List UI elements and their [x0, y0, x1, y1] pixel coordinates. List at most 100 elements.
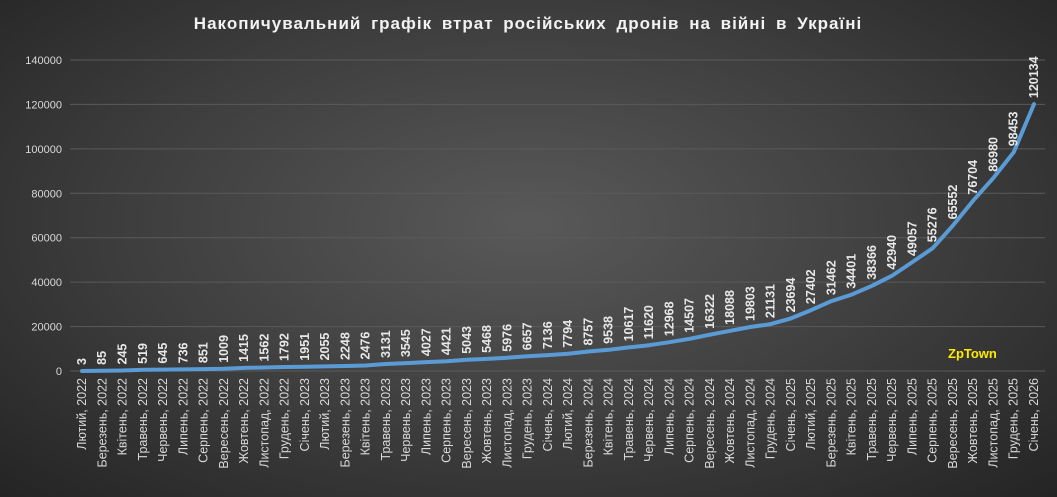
x-tick-label: Листопад, 2024: [743, 378, 757, 468]
data-label: 1415: [237, 334, 251, 362]
x-tick-label: Жовтень, 2023: [480, 378, 494, 463]
x-tick-label: Липень, 2022: [176, 378, 190, 455]
data-label: 38366: [865, 245, 879, 280]
x-tick-label: Грудень, 2023: [521, 378, 535, 459]
x-tick-label: Травень, 2023: [379, 378, 393, 461]
data-label: 3545: [399, 329, 413, 357]
x-tick-label: Серпень, 2024: [683, 378, 697, 463]
data-label: 9538: [602, 316, 616, 344]
data-label: 1562: [257, 334, 271, 362]
x-tick-label: Березень, 2022: [95, 378, 109, 468]
x-tick-label: Вересень, 2023: [460, 378, 474, 469]
y-tick-label: 140000: [25, 55, 62, 67]
data-label: 65552: [946, 185, 960, 220]
data-label: 14507: [683, 298, 697, 333]
y-tick-label: 40000: [31, 277, 62, 289]
data-label: 86980: [986, 137, 1000, 172]
data-label: 5468: [480, 325, 494, 353]
series-line: [80, 102, 1036, 373]
x-tick-label: Жовтень, 2025: [966, 378, 980, 463]
x-tick-label: Квітень, 2025: [845, 378, 859, 455]
x-tick-label: Червень, 2023: [399, 378, 413, 462]
data-label: 3: [75, 358, 89, 365]
x-tick-label: Лютий, 2023: [318, 378, 332, 450]
x-tick-label: Квітень, 2022: [116, 378, 130, 455]
x-tick-label: Лютий, 2025: [804, 378, 818, 450]
x-tick-label: Жовтень, 2022: [237, 378, 251, 463]
data-label: 1951: [298, 333, 312, 361]
x-tick-label: Листопад, 2022: [257, 378, 271, 468]
data-label: 98453: [1007, 111, 1021, 146]
data-label: 18088: [723, 290, 737, 325]
data-label: 1009: [217, 335, 231, 363]
data-label: 27402: [804, 269, 818, 304]
x-tick-label: Травень, 2024: [622, 378, 636, 461]
data-label: 4421: [440, 327, 454, 355]
data-label: 519: [136, 343, 150, 364]
data-label: 11620: [642, 305, 656, 339]
data-label: 2248: [338, 332, 352, 360]
data-label: 19803: [743, 286, 757, 321]
data-label: 31462: [824, 260, 838, 295]
x-tick-label: Січень, 2024: [541, 378, 555, 451]
y-tick-label: 20000: [31, 322, 62, 334]
x-tick-label: Лютий, 2022: [75, 378, 89, 450]
x-tick-label: Січень, 2025: [784, 378, 798, 451]
x-tick-label: Березень, 2024: [581, 378, 595, 468]
data-label: 645: [156, 343, 170, 364]
x-tick-label: Жовтень, 2024: [723, 378, 737, 463]
data-label: 2055: [318, 333, 332, 361]
x-tick-label: Січень, 2026: [1027, 378, 1041, 451]
y-tick-label: 120000: [25, 99, 62, 111]
data-label: 34401: [845, 254, 859, 289]
data-label: 4027: [419, 328, 433, 356]
x-tick-label: Червень, 2022: [156, 378, 170, 462]
x-tick-label: Березень, 2023: [338, 378, 352, 468]
data-label: 8757: [581, 318, 595, 346]
data-label: 2476: [359, 332, 373, 360]
x-tick-label: Серпень, 2025: [926, 378, 940, 463]
data-label: 76704: [966, 160, 980, 195]
data-label: 23694: [784, 278, 798, 313]
x-tick-label: Грудень, 2024: [764, 378, 778, 459]
x-tick-label: Листопад, 2023: [500, 378, 514, 468]
data-label: 21131: [764, 284, 778, 318]
x-tick-label: Квітень, 2024: [602, 378, 616, 455]
chart-title: Накопичувальний графік втрат російських …: [194, 14, 862, 33]
x-tick-label: Лютий, 2024: [561, 378, 575, 450]
data-label: 85: [95, 351, 109, 365]
x-tick-label: Травень, 2025: [865, 378, 879, 461]
data-label: 3131: [379, 330, 393, 358]
y-tick-label: 0: [56, 366, 62, 378]
x-tick-label: Вересень, 2022: [217, 378, 231, 469]
x-tick-label: Липень, 2024: [662, 378, 676, 455]
x-tick-label: Липень, 2025: [905, 378, 919, 455]
data-label: 49057: [905, 221, 919, 256]
y-tick-label: 100000: [25, 144, 62, 156]
data-label: 245: [116, 344, 130, 365]
data-label: 1792: [278, 333, 292, 361]
x-tick-label: Червень, 2025: [885, 378, 899, 462]
x-tick-label: Серпень, 2023: [440, 378, 454, 463]
x-tick-label: Листопад, 2025: [986, 378, 1000, 468]
x-tick-label: Вересень, 2024: [703, 378, 717, 469]
data-label: 6657: [521, 322, 535, 350]
data-label: 42940: [885, 235, 899, 270]
data-label: 736: [176, 342, 190, 363]
x-tick-label: Липень, 2023: [419, 378, 433, 455]
x-tick-label: Грудень, 2022: [278, 378, 292, 459]
data-label: 851: [197, 342, 211, 363]
data-label: 5976: [500, 324, 514, 352]
x-tick-label: Червень, 2024: [642, 378, 656, 462]
y-tick-label: 60000: [31, 233, 62, 245]
data-label: 55276: [926, 207, 940, 242]
data-label: 16322: [703, 294, 717, 329]
watermark: ZpTown: [948, 346, 997, 361]
data-label: 7794: [561, 320, 575, 348]
x-tick-label: Травень, 2022: [136, 378, 150, 461]
x-tick-label: Серпень, 2022: [197, 378, 211, 463]
x-tick-label: Квітень, 2023: [359, 378, 373, 455]
data-label: 12968: [662, 301, 676, 336]
